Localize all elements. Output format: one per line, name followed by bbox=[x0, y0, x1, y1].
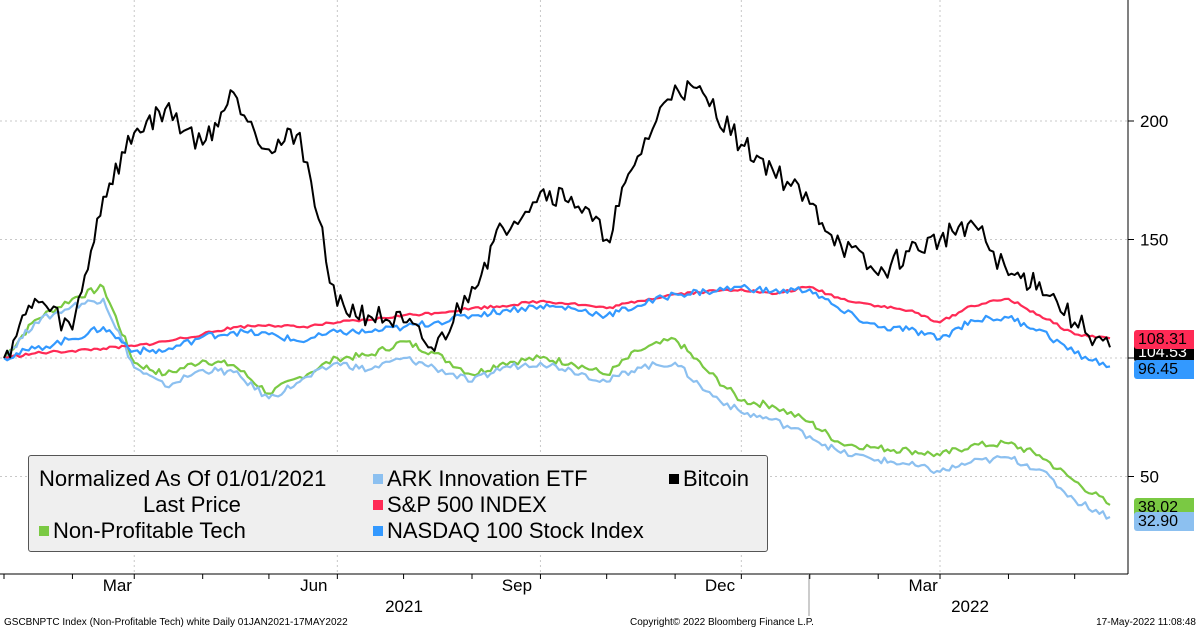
axes: 50 150 200 Mar Jun Sep Dec Mar 2021 2022 bbox=[0, 0, 1168, 616]
y-tick-label: 200 bbox=[1140, 112, 1168, 131]
x-year-label: 2022 bbox=[951, 597, 989, 616]
legend-normalized-label: Normalized As Of 01/01/2021 bbox=[39, 466, 327, 491]
legend-swatch-nasdaq bbox=[373, 526, 383, 536]
y-tick-label: 50 bbox=[1140, 468, 1159, 487]
x-tick-label: Dec bbox=[705, 576, 736, 595]
last-price-tag-nasdaq-100-stock-index: 96.45 bbox=[1134, 360, 1194, 379]
legend-item-nasdaq: NASDAQ 100 Stock Index bbox=[373, 518, 644, 544]
series-line-s-p-500-index bbox=[3, 285, 1111, 360]
legend-item-ark: ARK Innovation ETF bbox=[373, 466, 588, 492]
x-tick-label: Mar bbox=[908, 576, 938, 595]
series-lines bbox=[3, 80, 1111, 520]
series-line-nasdaq-100-stock-index bbox=[3, 283, 1111, 369]
footer-timestamp: 17-May-2022 11:08:48 bbox=[1096, 617, 1196, 628]
legend-last-price-label: Last Price bbox=[143, 492, 241, 517]
legend-item-bitcoin: Bitcoin bbox=[669, 466, 749, 492]
series-line-non-profitable-tech bbox=[3, 283, 1111, 506]
y-tick-label: 150 bbox=[1140, 231, 1168, 250]
series-line-ark-innovation-etf bbox=[3, 297, 1111, 520]
legend-item-nonprofit: Non-Profitable Tech bbox=[39, 518, 246, 544]
legend-item-sp500: S&P 500 INDEX bbox=[373, 492, 547, 518]
x-year-label: 2021 bbox=[385, 597, 423, 616]
x-tick-label: Sep bbox=[502, 576, 532, 595]
legend-swatch-sp500 bbox=[373, 500, 383, 510]
legend: Normalized As Of 01/01/2021 Last Price A… bbox=[28, 455, 768, 552]
last-price-tag-ark-innovation-etf: 32.90 bbox=[1134, 512, 1194, 531]
footer-copyright: Copyright© 2022 Bloomberg Finance L.P. bbox=[630, 617, 814, 628]
legend-swatch-bitcoin bbox=[669, 474, 679, 484]
last-price-tag-s-p-500-index: 108.31 bbox=[1134, 330, 1194, 349]
x-tick-label: Jun bbox=[300, 576, 327, 595]
footer-index-info: GSCBNPTC Index (Non-Profitable Tech) whi… bbox=[4, 617, 348, 628]
legend-swatch-ark bbox=[373, 474, 383, 484]
x-tick-label: Mar bbox=[103, 576, 133, 595]
series-line-bitcoin bbox=[3, 80, 1111, 359]
legend-swatch-nonprofit bbox=[39, 526, 49, 536]
